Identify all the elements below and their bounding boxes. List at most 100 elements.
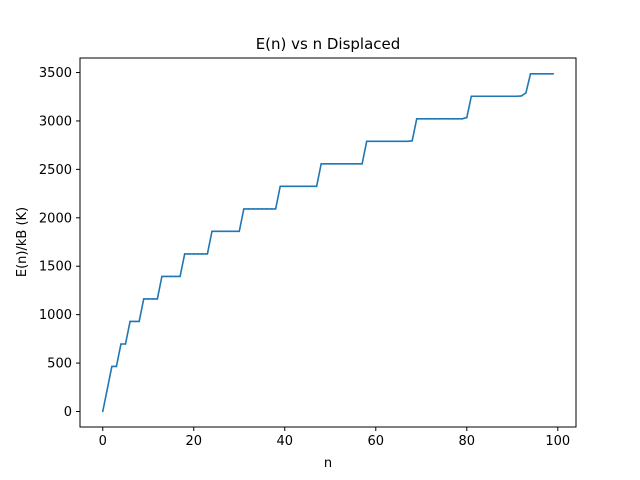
data-point [102, 411, 104, 413]
data-point [430, 118, 432, 120]
data-point [207, 253, 209, 255]
data-point [366, 140, 368, 142]
x-tick-label: 80 [459, 434, 476, 449]
data-point [302, 186, 304, 188]
data-point [325, 163, 327, 165]
data-point [252, 208, 254, 210]
data-point [289, 186, 291, 188]
data-point [461, 118, 463, 120]
data-point [511, 95, 513, 97]
data-point [407, 140, 409, 142]
data-point [211, 231, 213, 233]
x-tick-label: 100 [545, 434, 570, 449]
data-point [184, 253, 186, 255]
data-point [521, 95, 523, 97]
data-point [452, 118, 454, 120]
data-point [398, 140, 400, 142]
x-axis-label: n [324, 456, 332, 471]
data-point [316, 186, 318, 188]
data-point [357, 163, 359, 165]
data-point [516, 95, 518, 97]
data-point [275, 208, 277, 210]
data-point [216, 231, 218, 233]
y-tick-label: 2000 [39, 211, 72, 226]
data-point [138, 321, 140, 323]
data-point [284, 186, 286, 188]
data-point [384, 140, 386, 142]
data-point [225, 231, 227, 233]
data-point [298, 186, 300, 188]
data-point [248, 208, 250, 210]
data-point [493, 95, 495, 97]
data-point [307, 186, 309, 188]
data-point [202, 253, 204, 255]
data-point [416, 118, 418, 120]
data-point [175, 276, 177, 278]
plot-area [80, 58, 576, 427]
y-axis-label: E(n)/kB (K) [15, 207, 30, 277]
chart-title: E(n) vs n Displaced [256, 35, 401, 53]
data-point [120, 343, 122, 345]
data-point [434, 118, 436, 120]
data-point [361, 163, 363, 165]
data-point [489, 95, 491, 97]
data-point [348, 163, 350, 165]
data-point [380, 140, 382, 142]
data-point [507, 95, 509, 97]
x-tick-label: 0 [99, 434, 107, 449]
data-point [389, 140, 391, 142]
data-point [107, 388, 109, 390]
data-point [166, 276, 168, 278]
data-point [161, 276, 163, 278]
data-point [420, 118, 422, 120]
data-point [293, 186, 295, 188]
data-point [329, 163, 331, 165]
data-point [466, 117, 468, 119]
data-point [193, 253, 195, 255]
data-point [543, 73, 545, 75]
y-tick-label: 2500 [39, 163, 72, 178]
data-point [152, 298, 154, 300]
data-point [261, 208, 263, 210]
data-point [229, 231, 231, 233]
data-point [111, 366, 113, 368]
data-point [188, 253, 190, 255]
data-point [370, 140, 372, 142]
data-point [375, 140, 377, 142]
data-point [243, 208, 245, 210]
data-point [457, 118, 459, 120]
data-point [393, 140, 395, 142]
data-point [443, 118, 445, 120]
data-point [279, 186, 281, 188]
data-point [539, 73, 541, 75]
data-point [530, 73, 532, 75]
y-tick-label: 1500 [39, 260, 72, 275]
data-point [339, 163, 341, 165]
data-point [343, 163, 345, 165]
y-tick-label: 3000 [39, 114, 72, 129]
y-tick-label: 1000 [39, 308, 72, 323]
data-point [402, 140, 404, 142]
data-point [266, 208, 268, 210]
data-point [116, 366, 118, 368]
data-point [425, 118, 427, 120]
data-point [471, 95, 473, 97]
data-point [439, 118, 441, 120]
data-point [134, 321, 136, 323]
data-point [534, 73, 536, 75]
x-tick-label: 20 [185, 434, 202, 449]
data-point [143, 298, 145, 300]
y-tick-label: 3500 [39, 66, 72, 81]
data-point [220, 231, 222, 233]
data-point [157, 298, 159, 300]
data-point [352, 163, 354, 165]
data-point [498, 95, 500, 97]
x-tick-label: 40 [276, 434, 293, 449]
data-point [334, 163, 336, 165]
x-tick-label: 60 [368, 434, 385, 449]
data-point [411, 140, 413, 142]
data-point [502, 95, 504, 97]
data-point [548, 73, 550, 75]
data-point [320, 163, 322, 165]
